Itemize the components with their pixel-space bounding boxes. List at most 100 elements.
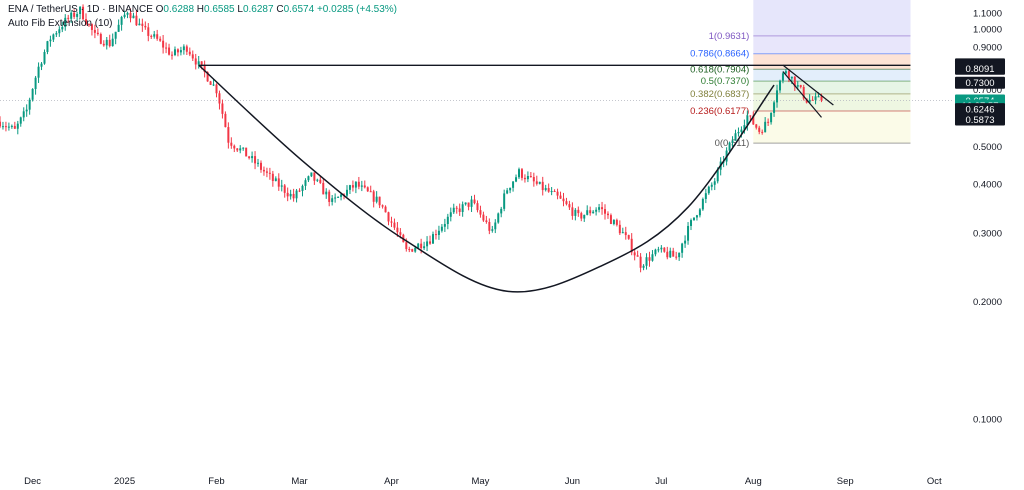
candle — [171, 51, 174, 60]
candle — [313, 172, 316, 185]
candle — [322, 179, 325, 195]
candle — [79, 6, 82, 19]
candle-body — [811, 99, 814, 101]
candle — [550, 187, 553, 196]
candle — [153, 30, 156, 39]
candle-body — [796, 85, 799, 87]
indicator-label[interactable]: Auto Fib Extension (10) — [8, 18, 113, 29]
candle — [239, 145, 242, 154]
candle — [518, 167, 521, 180]
price-tag: 0.8091 — [955, 62, 1005, 75]
candle — [144, 21, 147, 30]
candle-body — [802, 87, 805, 99]
y-tick-label: 1.1000 — [973, 8, 1002, 19]
candle — [7, 122, 10, 131]
candle — [793, 76, 796, 91]
candle — [120, 15, 123, 31]
candle — [138, 18, 141, 26]
candle-body — [446, 216, 449, 225]
candle-body — [595, 209, 598, 212]
candle — [274, 176, 277, 182]
candle-body — [580, 213, 583, 219]
candle-body — [526, 176, 529, 180]
candle — [289, 189, 292, 200]
candle — [87, 23, 90, 27]
candle — [203, 60, 206, 78]
candle — [150, 34, 153, 40]
candle — [90, 23, 93, 36]
candle-body — [227, 127, 230, 143]
candle — [37, 62, 40, 83]
candle-body — [19, 117, 22, 124]
candle-body — [108, 39, 111, 47]
candle — [64, 14, 67, 31]
candle-body — [731, 140, 734, 143]
candle — [452, 203, 455, 214]
candle-body — [437, 230, 440, 235]
candle-body — [76, 13, 79, 17]
candle-body — [773, 102, 776, 113]
candle-body — [218, 93, 221, 104]
candle-body — [405, 242, 408, 250]
candle — [165, 42, 168, 54]
candle — [734, 129, 737, 141]
candle — [310, 172, 313, 178]
candle — [105, 36, 108, 50]
x-tick-label: Mar — [291, 476, 307, 487]
candle — [476, 200, 479, 213]
candle — [159, 36, 162, 42]
candle — [268, 167, 271, 180]
candle-body — [147, 27, 150, 36]
candle — [618, 220, 621, 236]
candle — [257, 158, 260, 167]
cup-curve — [198, 64, 775, 293]
candle-body — [518, 169, 521, 178]
candle — [28, 97, 31, 115]
candle-body — [248, 156, 251, 159]
candle — [286, 187, 289, 202]
candle-body — [298, 190, 301, 192]
candle — [787, 69, 790, 83]
candle — [384, 205, 387, 213]
candle — [580, 211, 583, 222]
candle-body — [692, 217, 695, 221]
candle — [589, 206, 592, 216]
candle-body — [790, 76, 793, 79]
close-value: 0.6574 — [283, 4, 315, 15]
candle-body — [114, 31, 117, 39]
candle-body — [571, 207, 574, 216]
candle-body — [117, 24, 120, 32]
candle — [147, 23, 150, 42]
candle — [4, 121, 7, 132]
low-value: 0.6287 — [242, 4, 274, 15]
candle — [624, 226, 627, 240]
candle-body — [663, 247, 666, 252]
candle — [651, 250, 654, 262]
candle — [512, 181, 515, 192]
candle — [565, 197, 568, 206]
candle-body — [182, 46, 185, 51]
candle — [345, 185, 348, 198]
candle — [70, 10, 73, 24]
candle-body — [25, 109, 28, 112]
candle — [731, 136, 734, 148]
candle — [417, 242, 420, 249]
candle — [76, 11, 79, 22]
candle-body — [467, 202, 470, 207]
candle-body — [479, 210, 482, 215]
candle-body — [22, 111, 25, 118]
candle-body — [565, 201, 568, 205]
candle — [437, 225, 440, 240]
candle — [185, 44, 188, 56]
candle-body — [257, 162, 260, 164]
candles-group — [0, 4, 823, 273]
candle-body — [737, 131, 740, 134]
candle-body — [70, 12, 73, 19]
candle-body — [375, 196, 378, 202]
candle-body — [215, 84, 218, 94]
candle — [672, 247, 675, 257]
candle — [126, 11, 129, 19]
candle — [426, 236, 429, 252]
candle-body — [482, 214, 485, 221]
